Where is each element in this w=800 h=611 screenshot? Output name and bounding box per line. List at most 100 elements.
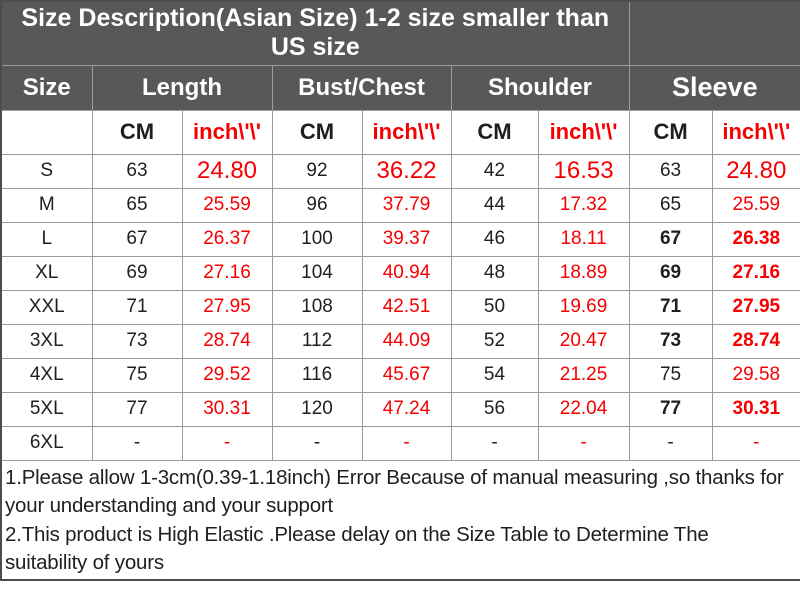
- length-inch-value: 30.31: [181, 391, 273, 427]
- length-inch-value: -: [181, 425, 273, 461]
- bust-inch-value: 44.09: [361, 323, 452, 359]
- sleeve-cm-value: 69: [628, 255, 713, 291]
- notes-cell: 1.Please allow 1-3cm(0.39-1.18inch) Erro…: [0, 459, 800, 581]
- column-header-sleeve: Sleeve: [628, 64, 800, 111]
- bust-inch-value: 37.79: [361, 187, 452, 223]
- title-spacer-cell: [628, 0, 800, 66]
- shoulder-cm-value: -: [450, 425, 539, 461]
- table-row: XXL 71 27.95 108 42.51 50 19.69 71 27.95: [0, 289, 800, 325]
- unit-header-length-cm: CM: [91, 109, 183, 155]
- sleeve-cm-value: -: [628, 425, 713, 461]
- bust-cm-value: 104: [271, 255, 363, 291]
- shoulder-inch-value: -: [537, 425, 630, 461]
- column-header-length: Length: [91, 64, 273, 111]
- sleeve-inch-value: 24.80: [711, 153, 800, 189]
- unit-header-shoulder-inch: inch\'\': [537, 109, 630, 155]
- sleeve-inch-value: 30.31: [711, 391, 800, 427]
- size-cell: XXL: [0, 289, 93, 325]
- bust-inch-value: 47.24: [361, 391, 452, 427]
- bust-cm-value: 116: [271, 357, 363, 393]
- unit-header-sleeve-inch: inch\'\': [711, 109, 800, 155]
- length-inch-value: 29.52: [181, 357, 273, 393]
- size-cell: 6XL: [0, 425, 93, 461]
- notes-row: 1.Please allow 1-3cm(0.39-1.18inch) Erro…: [0, 459, 800, 581]
- length-cm-value: 63: [91, 153, 183, 189]
- shoulder-cm-value: 44: [450, 187, 539, 223]
- unit-header-bust-cm: CM: [271, 109, 363, 155]
- bust-inch-value: 36.22: [361, 153, 452, 189]
- sleeve-cm-value: 73: [628, 323, 713, 359]
- length-inch-value: 28.74: [181, 323, 273, 359]
- table-row: 3XL 73 28.74 112 44.09 52 20.47 73 28.74: [0, 323, 800, 359]
- sleeve-cm-value: 67: [628, 221, 713, 257]
- shoulder-inch-value: 18.89: [537, 255, 630, 291]
- note-2: 2.This product is High Elastic .Please d…: [5, 523, 709, 575]
- sleeve-inch-value: 29.58: [711, 357, 800, 393]
- bust-cm-value: 120: [271, 391, 363, 427]
- column-header-bust-chest: Bust/Chest: [271, 64, 452, 111]
- column-header-size: Size: [0, 64, 93, 111]
- shoulder-cm-value: 56: [450, 391, 539, 427]
- column-header-shoulder: Shoulder: [450, 64, 630, 111]
- bust-inch-value: 45.67: [361, 357, 452, 393]
- sleeve-cm-value: 71: [628, 289, 713, 325]
- shoulder-cm-value: 48: [450, 255, 539, 291]
- shoulder-inch-value: 17.32: [537, 187, 630, 223]
- shoulder-inch-value: 21.25: [537, 357, 630, 393]
- length-cm-value: 77: [91, 391, 183, 427]
- bust-cm-value: 108: [271, 289, 363, 325]
- table-row: 5XL 77 30.31 120 47.24 56 22.04 77 30.31: [0, 391, 800, 427]
- shoulder-inch-value: 20.47: [537, 323, 630, 359]
- title-row: Size Description(Asian Size) 1-2 size sm…: [0, 0, 800, 66]
- bust-inch-value: 39.37: [361, 221, 452, 257]
- length-cm-value: 69: [91, 255, 183, 291]
- shoulder-inch-value: 19.69: [537, 289, 630, 325]
- size-cell: 5XL: [0, 391, 93, 427]
- sleeve-inch-value: -: [711, 425, 800, 461]
- sleeve-cm-value: 63: [628, 153, 713, 189]
- unit-header-row: CM inch\'\' CM inch\'\' CM inch\'\' CM i…: [0, 109, 800, 155]
- note-1: 1.Please allow 1-3cm(0.39-1.18inch) Erro…: [5, 465, 784, 517]
- shoulder-cm-value: 52: [450, 323, 539, 359]
- table-row: L 67 26.37 100 39.37 46 18.11 67 26.38: [0, 221, 800, 257]
- bust-cm-value: 92: [271, 153, 363, 189]
- table-title: Size Description(Asian Size) 1-2 size sm…: [0, 0, 630, 66]
- sleeve-cm-value: 75: [628, 357, 713, 393]
- bust-inch-value: 40.94: [361, 255, 452, 291]
- sleeve-inch-value: 25.59: [711, 187, 800, 223]
- bust-inch-value: 42.51: [361, 289, 452, 325]
- sleeve-inch-value: 28.74: [711, 323, 800, 359]
- shoulder-cm-value: 54: [450, 357, 539, 393]
- shoulder-cm-value: 50: [450, 289, 539, 325]
- bust-cm-value: 112: [271, 323, 363, 359]
- length-cm-value: 71: [91, 289, 183, 325]
- table-row: 4XL 75 29.52 116 45.67 54 21.25 75 29.58: [0, 357, 800, 393]
- table-row: M 65 25.59 96 37.79 44 17.32 65 25.59: [0, 187, 800, 223]
- sleeve-inch-value: 27.16: [711, 255, 800, 291]
- size-cell: L: [0, 221, 93, 257]
- length-cm-value: 67: [91, 221, 183, 257]
- length-cm-value: 75: [91, 357, 183, 393]
- shoulder-inch-value: 22.04: [537, 391, 630, 427]
- unit-header-shoulder-cm: CM: [450, 109, 539, 155]
- table-row: 6XL - - - - - - - -: [0, 425, 800, 461]
- sleeve-inch-value: 26.38: [711, 221, 800, 257]
- length-cm-value: 65: [91, 187, 183, 223]
- bust-cm-value: 96: [271, 187, 363, 223]
- shoulder-inch-value: 18.11: [537, 221, 630, 257]
- shoulder-inch-value: 16.53: [537, 153, 630, 189]
- length-cm-value: 73: [91, 323, 183, 359]
- shoulder-cm-value: 46: [450, 221, 539, 257]
- bust-cm-value: 100: [271, 221, 363, 257]
- bust-cm-value: -: [271, 425, 363, 461]
- unit-header-sleeve-cm: CM: [628, 109, 713, 155]
- table-row: XL 69 27.16 104 40.94 48 18.89 69 27.16: [0, 255, 800, 291]
- size-cell: M: [0, 187, 93, 223]
- size-cell: S: [0, 153, 93, 189]
- column-header-row: Size Length Bust/Chest Shoulder Sleeve: [0, 64, 800, 111]
- length-inch-value: 27.16: [181, 255, 273, 291]
- size-chart-table: Size Description(Asian Size) 1-2 size sm…: [0, 0, 800, 581]
- sleeve-cm-value: 77: [628, 391, 713, 427]
- shoulder-cm-value: 42: [450, 153, 539, 189]
